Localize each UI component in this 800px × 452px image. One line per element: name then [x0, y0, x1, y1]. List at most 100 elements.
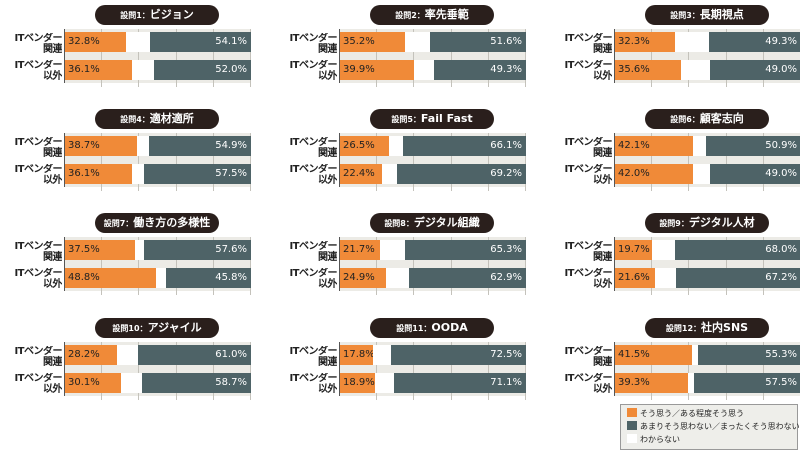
chart-panel: 設問7：働き方の多様性 37.5% 57.6% 48.8% 45.8% ITベンダー 関連 I…	[0, 211, 251, 311]
bar-disagree: 71.1%	[393, 373, 526, 393]
bar-disagree: 55.3%	[698, 345, 800, 365]
panel-title: 設問8：デジタル組織	[370, 213, 494, 233]
bar-agree: 32.3%	[615, 32, 676, 52]
gridline	[175, 133, 177, 191]
category-label-line1: ITベンダー	[289, 164, 337, 175]
category-label-line1: ITベンダー	[289, 346, 337, 357]
category-label-line2: 以外	[318, 175, 337, 186]
bar-agree: 28.2%	[65, 345, 118, 365]
bar-agree: 42.1%	[615, 136, 694, 156]
category-label-line1: ITベンダー	[564, 164, 612, 175]
chart-panel: 設問5：Fail Fast 26.5% 66.1% 22.4% 69.2% ITベンダー関…	[275, 107, 526, 207]
category-label-line2: 関連	[318, 44, 337, 55]
bar-unknown	[373, 345, 392, 365]
gridline	[651, 133, 653, 191]
legend-item-agree: そう思う／ある程度そう思う	[627, 408, 744, 420]
panel-title: 設問6：顧客志向	[645, 109, 769, 129]
category-label-line1: ITベンダー	[564, 137, 612, 148]
bar-agree: 22.4%	[340, 164, 382, 184]
gridline	[487, 29, 489, 87]
gridline	[688, 342, 690, 400]
category-label-line2: 以外	[43, 384, 62, 395]
panel-title: 設問7：働き方の多様性	[95, 213, 219, 233]
panel-title-prefix: 設問3：	[670, 11, 700, 20]
panel-title: 設問12：社内SNS	[645, 318, 769, 338]
bar-agree: 48.8%	[65, 268, 156, 288]
gridline	[376, 29, 378, 87]
bar-unknown	[126, 32, 151, 52]
bar-agree: 38.7%	[65, 136, 137, 156]
gridline	[525, 29, 526, 87]
bar-unknown	[389, 136, 404, 156]
category-label-line2: 関連	[593, 148, 612, 159]
bar-unknown	[386, 268, 409, 288]
category-label-line2: 関連	[43, 252, 62, 263]
bar-agree: 42.0%	[615, 164, 694, 184]
panel-title-prefix: 設問1：	[120, 11, 150, 20]
category-label-line1: ITベンダー	[14, 373, 62, 384]
bar-unknown	[134, 240, 144, 260]
category-label: ITベンダー 以外	[0, 60, 62, 82]
gridline	[212, 29, 214, 87]
plot-area: 37.5% 57.6% 48.8% 45.8%	[64, 237, 251, 295]
panel-title: 設問3：長期視点	[645, 5, 769, 25]
category-label-line2: 以外	[43, 71, 62, 82]
category-label: ITベンダー 以外	[0, 373, 62, 395]
gridline	[688, 133, 690, 191]
gridline	[212, 133, 214, 191]
panel-title-text: 働き方の多様性	[133, 216, 211, 229]
category-label: ITベンダー 以外	[0, 268, 62, 290]
gridline	[450, 342, 452, 400]
legend-label: そう思う／ある程度そう思う	[640, 409, 744, 418]
panel-title-text: OODA	[431, 321, 468, 334]
category-label: ITベンダー 以外	[550, 268, 612, 290]
bar-agree: 36.1%	[65, 60, 133, 80]
legend-item-unknown: わからない	[627, 434, 680, 446]
bar-unknown	[651, 240, 675, 260]
gridline	[487, 237, 489, 295]
plot-area: 28.2% 61.0% 30.1% 58.7%	[64, 342, 251, 400]
bar-disagree: 68.0%	[674, 240, 800, 260]
gridline	[138, 237, 140, 295]
bar-unknown	[136, 136, 149, 156]
gridline	[725, 342, 727, 400]
gridline	[725, 133, 727, 191]
bar-agree: 36.1%	[65, 164, 133, 184]
gridline	[688, 29, 690, 87]
bar-disagree: 54.1%	[150, 32, 251, 52]
category-label-line1: ITベンダー	[14, 268, 62, 279]
plot-area: 42.1% 50.9% 42.0% 49.0%	[614, 133, 800, 191]
category-label-line2: 関連	[43, 44, 62, 55]
gridline	[413, 29, 415, 87]
category-label-line1: ITベンダー	[14, 241, 62, 252]
panel-title: 設問4：適材適所	[95, 109, 219, 129]
gridline	[762, 133, 764, 191]
gridline	[450, 29, 452, 87]
gridline	[250, 29, 251, 87]
panel-title-text: 率先垂範	[424, 8, 469, 21]
bar-disagree: 49.3%	[709, 32, 800, 52]
category-label-line1: ITベンダー	[289, 373, 337, 384]
gridline	[413, 342, 415, 400]
bar-disagree: 57.5%	[694, 373, 800, 393]
category-label-line2: 以外	[593, 71, 612, 82]
bar-disagree: 62.9%	[409, 268, 526, 288]
panel-title-prefix: 設問5：	[391, 115, 421, 124]
gridline	[688, 237, 690, 295]
panel-title-text: デジタル人材	[688, 216, 755, 229]
gridline	[376, 133, 378, 191]
panel-title: 設問1：ビジョン	[95, 5, 219, 25]
gridline	[413, 237, 415, 295]
gridline	[101, 237, 103, 295]
category-label: ITベンダー 関連	[275, 346, 337, 368]
category-label-line2: 関連	[43, 148, 62, 159]
category-label: ITベンダー 以外	[550, 164, 612, 186]
plot-area: 17.8% 72.5% 18.9% 71.1%	[339, 342, 526, 400]
plot-area: 41.5% 55.3% 39.3% 57.5%	[614, 342, 800, 400]
bar-agree: 41.5%	[615, 345, 693, 365]
category-label: ITベンダー 関連	[275, 33, 337, 55]
gridline	[525, 342, 526, 400]
gridline	[212, 237, 214, 295]
panel-title-prefix: 設問8：	[384, 219, 414, 228]
category-label: ITベンダー 関連	[0, 33, 62, 55]
